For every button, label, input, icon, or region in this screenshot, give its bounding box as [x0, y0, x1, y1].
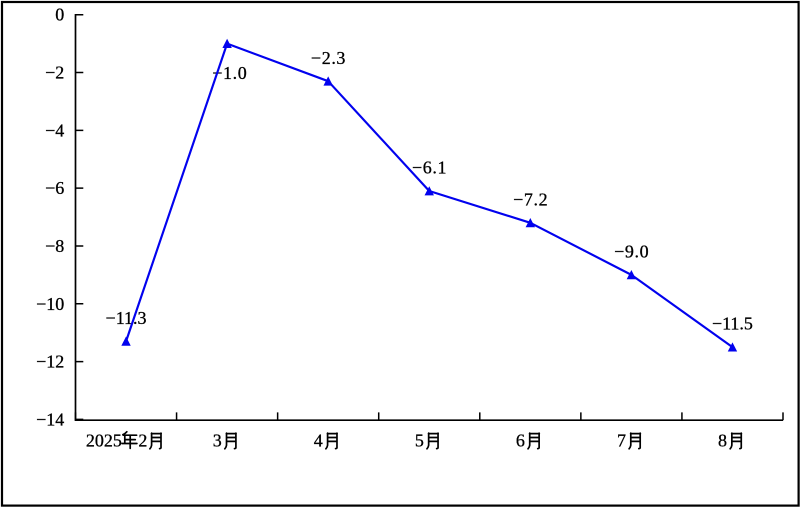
svg-text:−8: −8	[45, 236, 64, 256]
svg-text:3: 3	[213, 431, 222, 451]
svg-text:−2.3: −2.3	[311, 48, 346, 68]
svg-text:−14: −14	[36, 409, 64, 429]
svg-text:4: 4	[314, 431, 323, 451]
svg-text:2025: 2025	[86, 431, 122, 451]
svg-text:8: 8	[718, 431, 727, 451]
svg-text:−4: −4	[45, 120, 64, 140]
svg-text:0: 0	[55, 5, 64, 25]
svg-text:6: 6	[516, 431, 525, 451]
svg-text:5: 5	[415, 431, 424, 451]
svg-text:−1.0: −1.0	[212, 63, 247, 83]
svg-text:2: 2	[138, 431, 147, 451]
svg-text:−7.2: −7.2	[513, 189, 548, 209]
svg-text:−9.0: −9.0	[614, 241, 649, 261]
svg-text:−6.1: −6.1	[412, 158, 447, 178]
svg-text:−11.5: −11.5	[712, 314, 753, 334]
svg-text:−12: −12	[36, 352, 64, 372]
svg-text:−2: −2	[45, 63, 64, 83]
svg-text:7: 7	[617, 431, 626, 451]
svg-text:−10: −10	[36, 294, 64, 314]
svg-text:−11.3: −11.3	[106, 308, 147, 328]
svg-text:−6: −6	[45, 178, 64, 198]
